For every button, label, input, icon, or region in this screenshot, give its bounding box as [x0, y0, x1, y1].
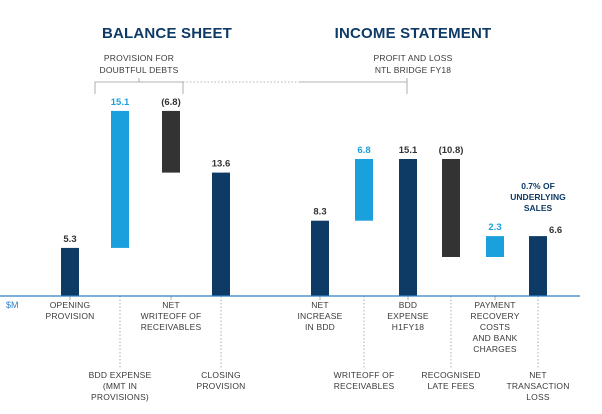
value-label-3: (6.8) [161, 97, 181, 108]
category-label-4: CLOSING PROVISION [196, 370, 245, 391]
value-label-5: 8.3 [313, 207, 326, 218]
pl-bridge-bracket-label-line2: NTL BRIDGE FY18 [375, 65, 451, 75]
category-label-9-line-3: COSTS [480, 322, 510, 332]
provision-bracket [94, 81, 184, 94]
bar-10 [529, 236, 547, 296]
category-label-5-line-2: INCREASE [297, 311, 342, 321]
bar-3 [162, 110, 180, 173]
bar-6 [355, 158, 373, 221]
category-label-8: RECOGNISED LATE FEES [421, 370, 480, 391]
category-label-10-line-2: TRANSACTION [506, 381, 569, 391]
category-label-7: BDD EXPENSE H1FY18 [387, 300, 429, 332]
annotation-line-3: SALES [524, 203, 553, 213]
category-label-7-line-1: BDD [399, 300, 418, 310]
category-label-5-line-3: IN BDD [305, 322, 335, 332]
value-label-4: 13.6 [212, 159, 231, 170]
category-label-2-line-1: BDD EXPENSE [89, 370, 152, 380]
balance-sheet-heading: BALANCE SHEET [102, 25, 232, 42]
category-label-2: BDD EXPENSE (MMT IN PROVISIONS) [89, 370, 152, 402]
value-label-7: 15.1 [399, 145, 418, 156]
underlying-sales-annotation: 0.7% OF UNDERLYING SALES [510, 181, 566, 213]
provision-bracket-label-line2: DOUBTFUL DEBTS [100, 65, 179, 75]
pl-bridge-bracket-label-line1: PROFIT AND LOSS [374, 53, 453, 63]
category-label-6: WRITEOFF OF RECEIVABLES [334, 370, 395, 391]
category-label-10-line-1: NET [529, 370, 547, 380]
axis-unit-label: $M [6, 300, 19, 310]
category-label-9-line-4: AND BANK [472, 333, 517, 343]
bar-7 [399, 158, 417, 296]
category-label-7-line-2: EXPENSE [387, 311, 429, 321]
category-label-10: NET TRANSACTION LOSS [506, 370, 569, 402]
category-label-1: OPENING PROVISION [45, 300, 94, 321]
category-label-3-line-2: WRITEOFF OF [141, 311, 202, 321]
value-labels: 5.3 15.1 (6.8) 13.6 8.3 6.8 15.1 (10.8) 2.3 6.6 [63, 97, 562, 245]
bar-9 [486, 236, 504, 257]
category-label-5: NET INCREASE IN BDD [297, 300, 342, 332]
bar-5 [311, 220, 329, 296]
category-label-8-line-2: LATE FEES [428, 381, 475, 391]
annotation-line-2: UNDERLYING [510, 192, 566, 202]
category-label-1-line-2: PROVISION [45, 311, 94, 321]
category-label-3: NET WRITEOFF OF RECEIVABLES [141, 300, 202, 332]
bar-8 [442, 158, 460, 257]
value-label-8: (10.8) [439, 145, 464, 156]
category-label-9: PAYMENT RECOVERY COSTS AND BANK CHARGES [470, 300, 519, 354]
section-brackets [94, 78, 408, 94]
category-label-4-line-1: CLOSING [201, 370, 241, 380]
category-label-2-line-3: PROVISIONS) [91, 392, 149, 402]
annotation: 0.7% OF UNDERLYING SALES [510, 181, 566, 213]
bars [61, 110, 547, 296]
category-label-5-line-1: NET [311, 300, 329, 310]
category-label-2-line-2: (MMT IN [103, 381, 137, 391]
bar-2 [111, 110, 129, 248]
annotation-line-1: 0.7% OF [521, 181, 555, 191]
category-label-7-line-3: H1FY18 [392, 322, 424, 332]
category-label-9-line-5: CHARGES [473, 344, 517, 354]
category-label-10-line-3: LOSS [526, 392, 550, 402]
category-label-1-line-1: OPENING [50, 300, 91, 310]
category-label-6-line-2: RECEIVABLES [334, 381, 395, 391]
provision-bracket-label-line1: PROVISION FOR [104, 53, 174, 63]
category-label-3-line-3: RECEIVABLES [141, 322, 202, 332]
value-label-2: 15.1 [111, 97, 130, 108]
category-guides [69, 296, 539, 368]
category-label-9-line-2: RECOVERY [470, 311, 519, 321]
value-label-10: 6.6 [549, 225, 562, 236]
bar-4 [212, 172, 230, 296]
income-statement-heading: INCOME STATEMENT [335, 25, 492, 42]
category-label-4-line-2: PROVISION [196, 381, 245, 391]
category-label-6-line-1: WRITEOFF OF [334, 370, 395, 380]
category-label-8-line-1: RECOGNISED [421, 370, 480, 380]
value-label-1: 5.3 [63, 234, 76, 245]
pl-bridge-bracket [300, 81, 408, 94]
value-label-9: 2.3 [488, 222, 501, 233]
value-label-6: 6.8 [357, 145, 370, 156]
category-label-3-line-1: NET [162, 300, 180, 310]
category-label-9-line-1: PAYMENT [474, 300, 515, 310]
bar-1 [61, 247, 79, 296]
